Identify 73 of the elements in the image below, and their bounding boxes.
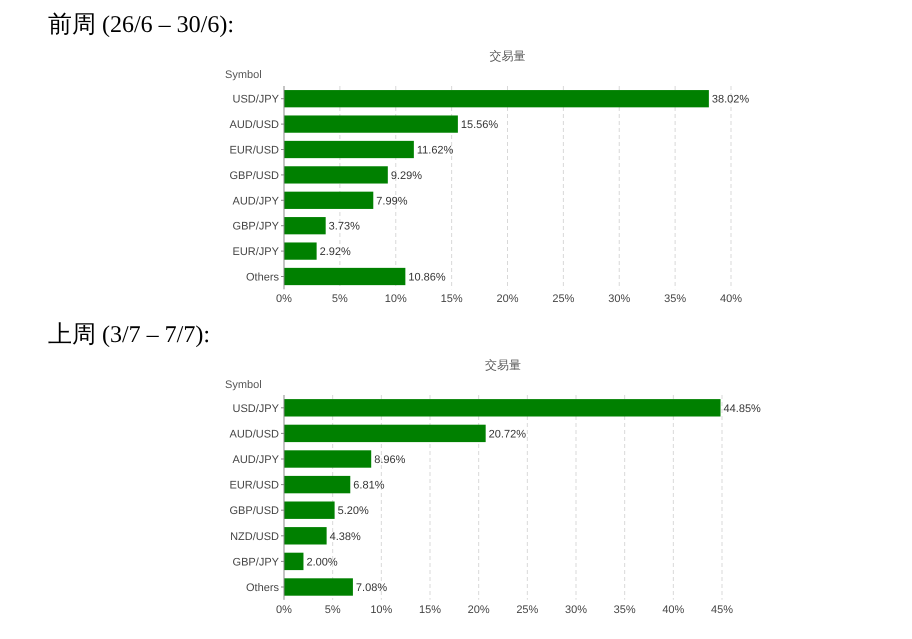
data-label: 20.72% <box>488 428 526 440</box>
x-tick-label: 40% <box>720 293 742 305</box>
bar <box>284 140 414 158</box>
y-tick-label: USD/JPY <box>232 94 280 106</box>
y-tick-label: AUD/JPY <box>232 454 280 466</box>
data-label: 5.20% <box>338 505 370 518</box>
x-tick-label: 40% <box>662 604 685 616</box>
data-label: 2.92% <box>320 246 352 258</box>
y-tick-label: GBP/USD <box>229 170 280 182</box>
data-label: 3.73% <box>328 220 360 233</box>
data-label: 2.00% <box>306 556 338 568</box>
bar <box>284 115 458 133</box>
bar <box>284 268 406 286</box>
bar <box>284 552 304 570</box>
x-tick-label: 35% <box>614 604 636 616</box>
chart-title: 前周 (26/6 – 30/6): <box>48 12 234 38</box>
bar <box>284 192 374 209</box>
y-tick-label: AUD/USD <box>229 119 280 132</box>
bar <box>284 476 350 494</box>
x-tick-label: 15% <box>418 604 442 616</box>
x-tick-label: 15% <box>440 293 463 305</box>
y-tick-label: AUD/USD <box>229 428 280 440</box>
y-tick-label: GBP/USD <box>229 505 280 518</box>
data-label: 10.86% <box>408 272 446 284</box>
x-tick-label: 10% <box>370 604 393 616</box>
data-label: 6.81% <box>353 480 385 492</box>
bar <box>284 90 709 108</box>
chart-subtitle: 交易量 <box>485 358 521 372</box>
bar <box>284 450 372 468</box>
y-tick-label: EUR/USD <box>229 480 280 492</box>
chart-title: 上周 (3/7 – 7/7): <box>48 322 210 348</box>
data-label: 15.56% <box>460 119 498 132</box>
y-tick-label: GBP/JPY <box>232 556 280 568</box>
x-tick-label: 20% <box>496 293 519 305</box>
data-label: 4.38% <box>330 530 362 543</box>
y-axis-title: Symbol <box>225 379 262 391</box>
y-tick-label: EUR/JPY <box>232 246 280 258</box>
chart-subtitle: 交易量 <box>490 49 526 63</box>
x-tick-label: 25% <box>516 604 539 616</box>
x-tick-label: 45% <box>710 604 734 616</box>
y-axis-title: Symbol <box>225 69 262 81</box>
x-tick-label: 10% <box>384 293 407 305</box>
bar <box>284 217 326 234</box>
data-label: 7.08% <box>356 582 388 594</box>
x-tick-label: 5% <box>332 293 348 305</box>
data-label: 8.96% <box>374 454 406 466</box>
y-tick-label: EUR/USD <box>229 144 280 156</box>
x-tick-label: 0% <box>276 604 292 616</box>
data-label: 38.02% <box>712 94 750 106</box>
x-tick-label: 35% <box>664 293 686 305</box>
data-label: 11.62% <box>416 144 454 156</box>
y-tick-label: Others <box>246 582 280 594</box>
bar <box>284 424 486 442</box>
y-tick-label: AUD/JPY <box>232 195 280 208</box>
bar <box>284 166 388 184</box>
y-tick-label: NZD/USD <box>230 530 280 543</box>
bar <box>284 399 721 417</box>
bar <box>284 527 327 545</box>
x-tick-label: 30% <box>608 293 630 305</box>
data-label: 7.99% <box>376 195 408 208</box>
y-tick-label: Others <box>246 272 280 284</box>
bar <box>284 242 317 260</box>
x-tick-label: 20% <box>468 604 490 616</box>
bar <box>284 578 353 596</box>
y-tick-label: GBP/JPY <box>232 220 280 233</box>
x-tick-label: 25% <box>552 293 575 305</box>
data-label: 44.85% <box>724 402 762 415</box>
bar <box>284 501 335 519</box>
x-tick-label: 5% <box>324 604 341 616</box>
y-tick-label: USD/JPY <box>232 402 280 415</box>
x-tick-label: 0% <box>276 293 292 305</box>
x-tick-label: 30% <box>564 604 588 616</box>
data-label: 9.29% <box>390 170 422 182</box>
